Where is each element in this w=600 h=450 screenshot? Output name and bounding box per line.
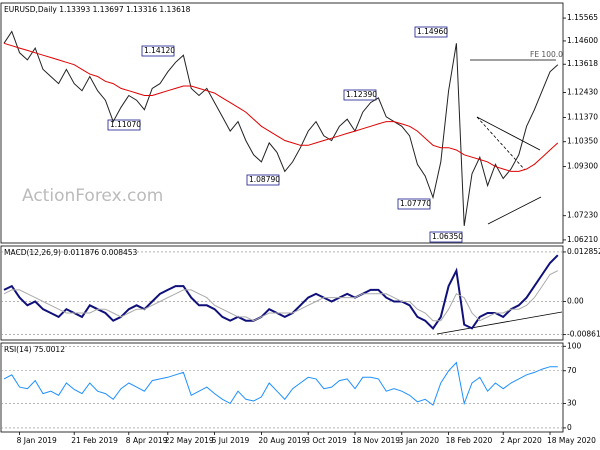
x-tick-label: 3 Oct 2019 [305,436,347,445]
y-tick-label: -0.00861 [567,330,600,339]
annotation: 1.08790 [249,175,280,184]
x-tick-label: 5 Jul 2019 [212,436,250,445]
y-tick-label: 1.13618 [567,59,598,68]
x-tick-label: 18 Feb 2020 [446,436,493,445]
y-tick-label: 100 [567,341,582,350]
panel-title: RSI(14) 75.0012 [4,345,65,354]
annotation: 1.12390 [346,90,377,99]
panel-frame [0,342,564,433]
y-tick-label: 70 [567,366,577,375]
y-tick-label: 0.012852 [567,247,600,256]
y-tick-label: 1.06210 [567,235,598,244]
x-tick-label: 2 Apr 2020 [500,436,542,445]
series-line [3,361,558,406]
annotations: 1.14960 1.14120 1.12390 1.11070 1.08790 … [107,26,563,243]
annotation: 1.14120 [144,46,175,55]
panel-title: MACD(12,26,9) 0.011876 0.008453 [4,248,138,257]
series-line [3,254,559,330]
y-tick-label: 30 [567,398,577,407]
y-tick-label: 1.10350 [567,137,598,146]
x-tick-label: 3 Jan 2020 [399,436,439,445]
series-line [3,270,559,322]
x-tick-label: 20 Aug 2019 [258,436,306,445]
series-line [3,30,559,226]
panel-frame [0,245,564,341]
x-tick-label: 21 Feb 2019 [71,436,118,445]
panel-frame [0,2,564,244]
y-tick-label: 0 [567,423,572,432]
x-tick-label: 18 May 2020 [547,436,596,445]
annotation: 1.14960 [417,27,448,36]
x-tick-label: 22 May 2019 [165,436,214,445]
y-tick-label: 1.14600 [567,36,598,45]
panel-title: EURUSD,Daily 1.13393 1.13697 1.13316 1.1… [4,5,191,14]
annotation: 1.11070 [110,120,141,129]
y-tick-label: 1.09300 [567,162,598,171]
y-tick-label: 1.11370 [567,113,598,122]
annotation: 1.06350 [432,232,463,241]
y-tick-label: 1.07230 [567,211,598,220]
series-line [3,42,559,172]
watermark: ActionForex.com [22,186,163,206]
trendlines [436,59,563,335]
y-tick-label: 1.12430 [567,87,598,96]
annotation: FE 100.0 [530,50,563,59]
y-tick-label: 1.15565 [567,13,598,22]
y-tick-label: 0.00 [567,296,584,305]
x-tick-label: 8 Jan 2019 [17,436,57,445]
x-tick-label: 8 Apr 2019 [126,436,168,445]
annotation: 1.07770 [400,199,431,208]
x-tick-label: 18 Nov 2019 [352,436,400,445]
